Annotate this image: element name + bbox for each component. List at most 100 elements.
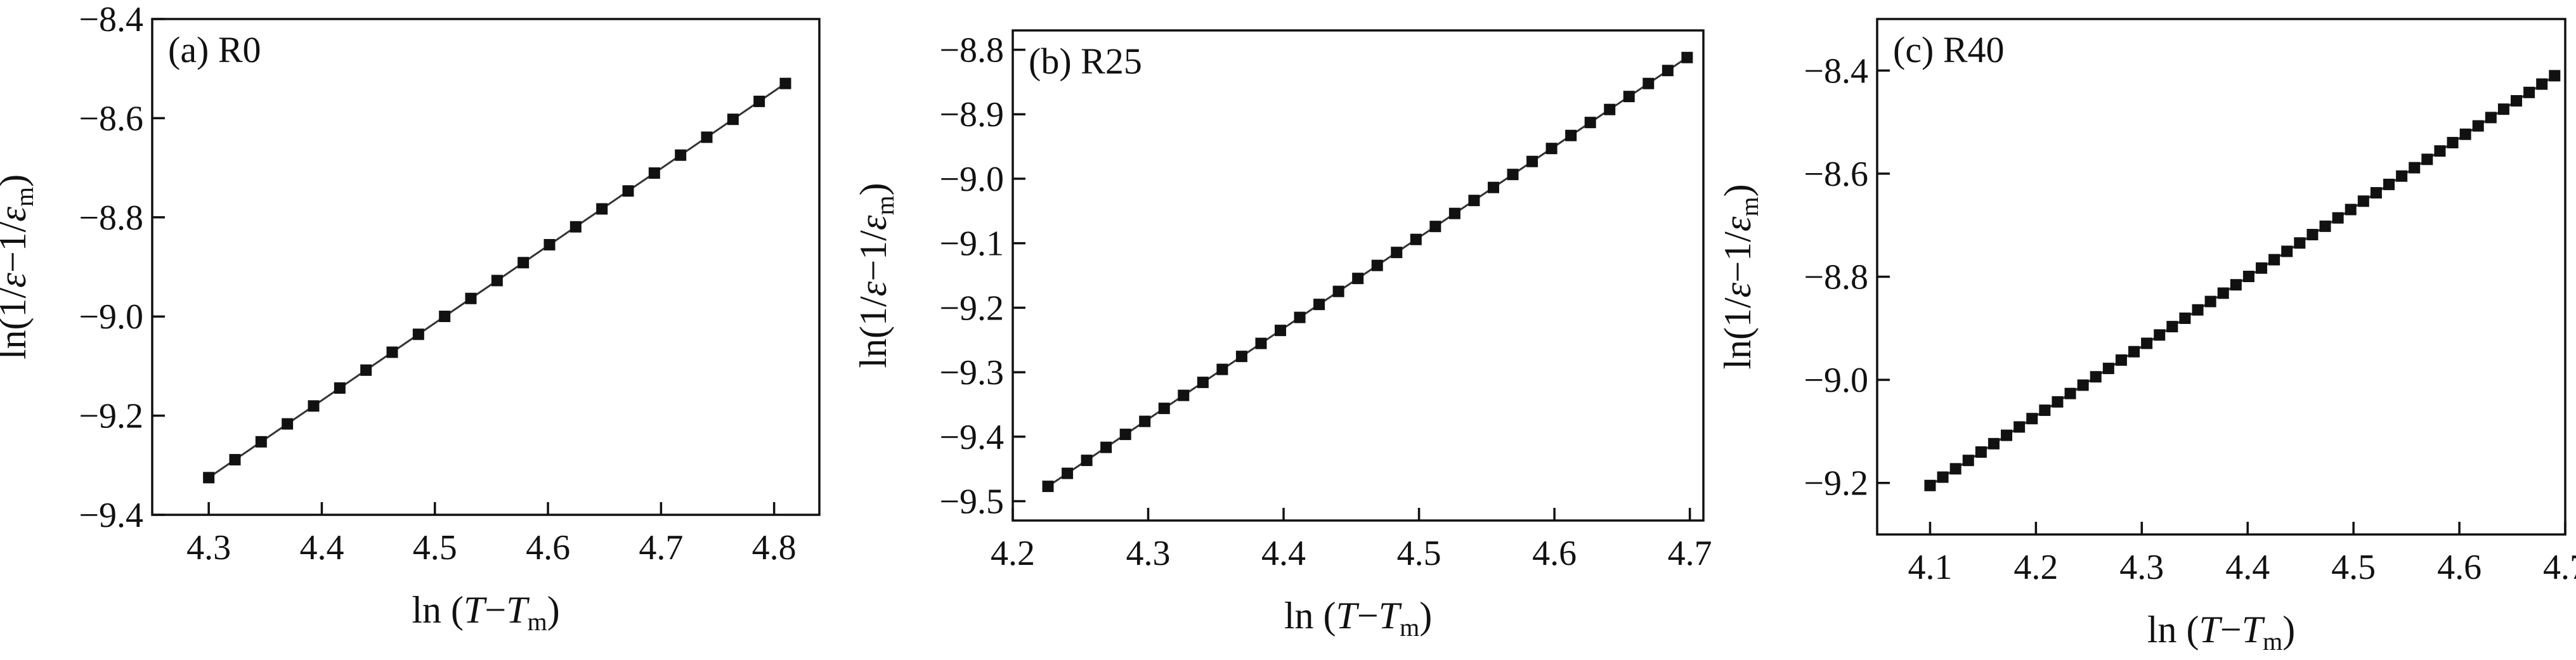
fit-line — [1047, 56, 1688, 488]
data-point — [1962, 455, 1974, 467]
data-point — [2077, 379, 2089, 391]
data-point — [334, 382, 346, 394]
data-point — [1235, 351, 1247, 363]
data-point — [2026, 413, 2038, 425]
y-tick-label: −9.2 — [939, 288, 1004, 328]
data-point — [2256, 262, 2268, 274]
data-point — [2102, 363, 2114, 375]
data-point — [2090, 371, 2102, 383]
panel-label: (c) R40 — [1893, 29, 2005, 70]
data-point — [439, 311, 451, 323]
chart-panel-2: 4.2 4.3 4.4 4.5 4.6 4.7 −9.5 −9.4 −9.3 −9.2 −9.1 −9… — [852, 29, 1712, 642]
data-point — [2319, 220, 2331, 232]
data-point — [1178, 389, 1190, 401]
data-point — [2357, 195, 2369, 207]
x-tick-label: 4.4 — [299, 528, 344, 567]
data-point — [2332, 212, 2344, 224]
data-point — [701, 131, 713, 143]
data-point — [1681, 51, 1693, 63]
x-tick-label: 4.6 — [1532, 534, 1577, 573]
data-point — [2523, 86, 2535, 98]
x-tick-label: 4.4 — [2225, 548, 2270, 587]
x-axis-title: ln (T−Tm) — [1284, 595, 1432, 642]
data-point — [1545, 143, 1558, 155]
x-tick-label: 4.8 — [752, 528, 797, 567]
data-point — [779, 77, 791, 89]
data-point — [675, 149, 687, 161]
data-point — [2281, 245, 2293, 257]
data-point — [1313, 299, 1325, 311]
data-point — [1042, 481, 1054, 493]
data-point — [2192, 304, 2204, 316]
data-point — [2447, 136, 2459, 148]
data-point — [2294, 237, 2306, 249]
x-tick-label: 4.2 — [2013, 548, 2058, 587]
y-axis-title: ln(1/ε−1/εm) — [1717, 184, 1764, 369]
y-tick-label: −9.0 — [79, 297, 143, 337]
data-point — [282, 418, 294, 430]
data-point — [1662, 65, 1674, 77]
data-point — [2242, 271, 2254, 283]
data-point — [203, 472, 215, 484]
y-tick-label: −8.8 — [939, 31, 1004, 70]
y-tick-label: −9.0 — [1804, 361, 1868, 400]
data-point — [517, 257, 530, 269]
data-point — [1643, 77, 1655, 89]
x-tick-label: 4.1 — [1908, 548, 1952, 587]
data-point — [2128, 346, 2140, 358]
panel-label: (a) R0 — [168, 29, 261, 70]
data-point — [648, 167, 660, 179]
y-tick-label: −9.5 — [939, 482, 1004, 521]
x-tick-label: 4.6 — [2437, 548, 2482, 587]
data-point — [569, 221, 582, 233]
x-tick-label: 4.5 — [1397, 534, 1441, 573]
chart-panel-1: 4.3 4.4 4.5 4.6 4.7 4.8 −9.4 −9.2 −9.0 −8.8 −8.6 −8… — [0, 0, 821, 636]
y-tick-label: −8.4 — [79, 0, 143, 39]
data-point — [596, 203, 608, 215]
data-point — [1119, 429, 1131, 441]
y-tick-label: −9.2 — [79, 397, 143, 436]
data-point — [1255, 337, 1267, 349]
data-point — [1216, 363, 1228, 375]
data-point — [753, 95, 765, 107]
data-point — [1949, 463, 1961, 475]
y-axis-title: ln(1/ε−1/εm) — [852, 183, 899, 368]
data-point — [2511, 95, 2523, 107]
y-tick-label: −8.8 — [79, 198, 143, 238]
x-tick-label: 4.7 — [639, 528, 683, 567]
y-axis-title: ln(1/ε−1/εm) — [0, 174, 39, 359]
data-point — [1924, 479, 1936, 491]
data-point — [1937, 471, 1949, 483]
data-point — [2001, 429, 2013, 441]
data-point — [2179, 312, 2191, 324]
data-point — [2485, 112, 2497, 124]
data-point — [1100, 441, 1112, 453]
data-point — [2345, 204, 2357, 216]
panel-label: (b) R25 — [1029, 41, 1142, 82]
x-tick-label: 4.5 — [2331, 548, 2376, 587]
data-point — [1565, 129, 1577, 141]
data-point — [255, 436, 267, 448]
y-tick-label: −9.1 — [939, 224, 1004, 264]
x-tick-label: 4.3 — [1126, 534, 1171, 573]
x-tick-label: 4.2 — [991, 534, 1035, 573]
data-point — [2141, 337, 2153, 349]
data-point — [2472, 120, 2484, 132]
data-point — [2039, 404, 2051, 417]
data-point — [1604, 103, 1616, 115]
data-point — [2268, 254, 2280, 266]
data-point — [622, 185, 634, 197]
data-point — [386, 346, 398, 358]
data-point — [1507, 169, 1519, 181]
data-point — [2154, 329, 2166, 341]
data-point — [1139, 415, 1151, 427]
data-point — [1332, 285, 1344, 297]
x-axis-title: ln (T−Tm) — [2147, 609, 2295, 656]
x-tick-label: 4.4 — [1261, 534, 1306, 573]
data-point — [2549, 70, 2561, 82]
data-point — [2459, 128, 2471, 140]
data-point — [2204, 295, 2216, 307]
y-tick-label: −9.4 — [939, 418, 1004, 457]
y-tick-label: −9.3 — [939, 353, 1004, 392]
